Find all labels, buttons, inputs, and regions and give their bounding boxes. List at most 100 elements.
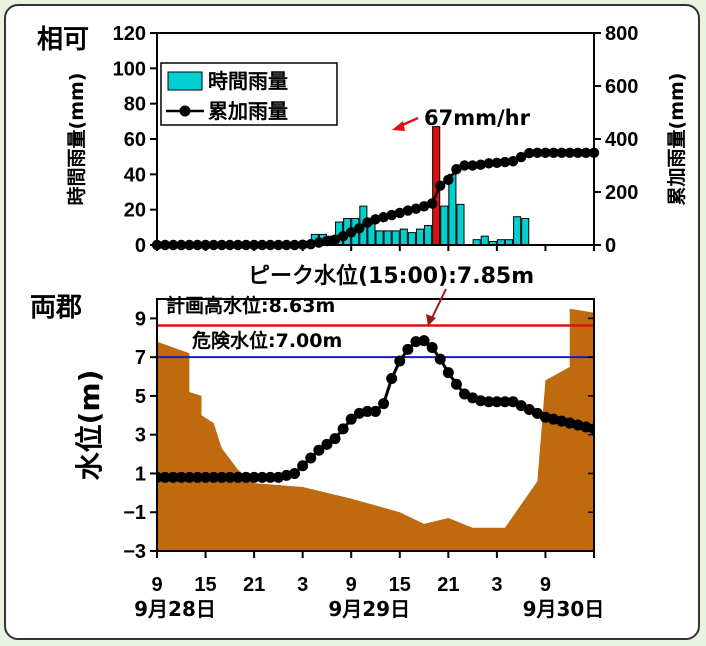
peak-water-level-arrow bbox=[431, 288, 447, 319]
cumulative-rain-point bbox=[475, 159, 486, 170]
water-level-point bbox=[183, 471, 195, 483]
water-level-point bbox=[224, 471, 236, 483]
water-level-point bbox=[588, 423, 594, 435]
water-level-point bbox=[402, 343, 414, 355]
rain-bar bbox=[513, 216, 522, 246]
cumulative-rain-point bbox=[346, 227, 357, 238]
cumulative-rain-point bbox=[532, 147, 543, 158]
time-xtick-label: 15 bbox=[194, 574, 216, 596]
water-level-point bbox=[386, 372, 398, 384]
peak-rain-label: 67mm/hr bbox=[424, 106, 531, 130]
cumulative-rain-point bbox=[580, 147, 592, 158]
cumulative-rain-point bbox=[435, 180, 446, 191]
water-level-ytick-label: −1 bbox=[123, 502, 146, 524]
water-level-ytick-label: −3 bbox=[123, 541, 146, 563]
water-level-point bbox=[248, 471, 260, 483]
water-level-ytick-label: 7 bbox=[135, 347, 146, 369]
cumulative-rain-point bbox=[426, 198, 438, 209]
rain-ytick-left-label: 120 bbox=[113, 23, 146, 45]
rain-ytick-left-label: 60 bbox=[124, 129, 146, 151]
rain-ylabel-right: 累加雨量(mm) bbox=[666, 73, 688, 206]
water-level-yticks: −3 −1 1 3 5 7 9 bbox=[123, 308, 594, 563]
peak-water-level-arrowhead bbox=[426, 314, 436, 326]
rain-bar bbox=[399, 228, 408, 246]
rain-bar bbox=[440, 205, 449, 246]
cumulative-rain-point bbox=[418, 201, 430, 212]
rain-ylabel-left: 時間雨量(mm) bbox=[66, 73, 88, 206]
water-level-point bbox=[434, 353, 446, 365]
water-level-ytick-label: 5 bbox=[135, 386, 146, 408]
water-level-point bbox=[208, 471, 220, 483]
rain-ytick-right-label: 200 bbox=[605, 182, 638, 204]
water-level-point bbox=[499, 396, 511, 408]
water-level-point bbox=[191, 471, 203, 483]
rain-bar bbox=[391, 230, 400, 246]
rain-ytick-left-label: 20 bbox=[124, 200, 146, 222]
cumulative-rain-point bbox=[499, 156, 511, 168]
water-level-point bbox=[297, 460, 309, 472]
rain-bar bbox=[480, 235, 489, 246]
station-label-ryogun: 両郡 bbox=[30, 293, 82, 323]
water-level-point bbox=[159, 471, 171, 483]
rain-bar bbox=[375, 230, 384, 246]
water-level-point bbox=[305, 452, 317, 464]
water-level-point bbox=[321, 438, 333, 450]
water-level-point bbox=[450, 378, 462, 390]
rain-ytick-left-label: 80 bbox=[124, 94, 146, 116]
rain-ytick-left-label: 0 bbox=[135, 235, 146, 257]
water-level-point bbox=[313, 444, 325, 456]
water-level-point bbox=[216, 471, 228, 483]
terrain-profile-area bbox=[157, 308, 594, 551]
water-level-point bbox=[256, 471, 268, 483]
water-level-point bbox=[345, 413, 357, 425]
water-level-point bbox=[378, 398, 390, 410]
time-xtick-label: 3 bbox=[491, 574, 502, 596]
cumulative-rain-point bbox=[515, 151, 527, 163]
rain-ytick-left-label: 100 bbox=[113, 58, 146, 80]
water-level-point bbox=[232, 471, 244, 483]
water-level-point bbox=[483, 396, 495, 408]
water-level-ytick-label: 3 bbox=[135, 425, 146, 447]
date-label: 9月30日 bbox=[523, 597, 605, 621]
cumulative-rain-point bbox=[386, 209, 397, 221]
rain-ytick-left-label: 40 bbox=[124, 164, 146, 186]
cumulative-rain-point bbox=[548, 147, 559, 158]
water-level-ytick-label: 1 bbox=[135, 463, 146, 485]
legend-bar-swatch bbox=[167, 71, 203, 91]
rain-bar bbox=[456, 203, 465, 246]
rainfall-panel: 相可 時間雨量(mm) 累加雨量(mm) 0 20 40 60 80 100 120 0 20… bbox=[37, 23, 688, 257]
legend-line-marker bbox=[179, 105, 191, 117]
water-level-ytick-label: 9 bbox=[135, 308, 146, 330]
station-label-aikashi: 相可 bbox=[37, 25, 89, 55]
water-level-point bbox=[475, 395, 487, 407]
water-level-point bbox=[264, 471, 276, 483]
time-xtick-label: 21 bbox=[437, 574, 459, 596]
peak-rain-annotation: 67mm/hr bbox=[392, 106, 531, 131]
time-xtick-label: 9 bbox=[151, 574, 162, 596]
rain-ytick-right-label: 600 bbox=[605, 76, 638, 98]
water-level-point bbox=[337, 423, 349, 435]
cumulative-rain-point bbox=[467, 160, 478, 171]
cumulative-rain-point bbox=[572, 147, 584, 158]
water-level-point bbox=[491, 396, 503, 408]
rain-bar bbox=[407, 232, 416, 246]
rain-ytick-right-label: 800 bbox=[605, 23, 638, 45]
rain-plot-frame bbox=[156, 32, 595, 246]
water-level-point bbox=[361, 405, 373, 417]
rain-ytick-right-label: 400 bbox=[605, 129, 638, 151]
rain-ytick-right-label: 0 bbox=[605, 235, 616, 257]
time-xtick-label: 3 bbox=[297, 574, 308, 596]
water-level-point bbox=[410, 336, 422, 348]
cumulative-rain-point bbox=[564, 147, 575, 158]
water-level-point bbox=[426, 341, 438, 353]
water-level-point bbox=[370, 405, 381, 417]
cumulative-rain-point bbox=[329, 234, 341, 245]
cumulative-rain-point bbox=[540, 147, 551, 158]
cumulative-rain-point bbox=[443, 174, 454, 186]
cumulative-rain-point bbox=[507, 156, 519, 167]
cumulative-rain-point bbox=[451, 164, 462, 175]
danger-water-label: 危険水位:7.00m bbox=[192, 329, 342, 352]
